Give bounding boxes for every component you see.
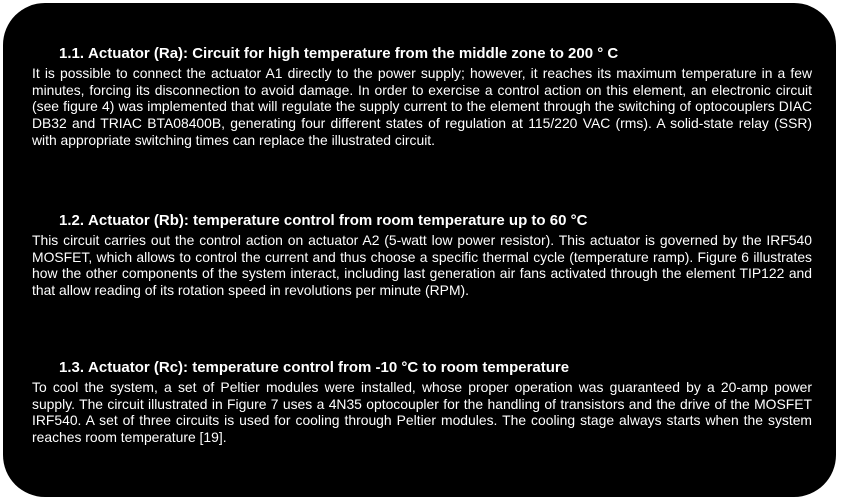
section-number: 1.1.	[59, 45, 85, 62]
section-1-3: 1.3. Actuator (Rc): temperature control f…	[32, 359, 812, 446]
section-heading: 1.3. Actuator (Rc): temperature control f…	[32, 359, 812, 377]
section-title: Actuator (Ra): Circuit for high temperat…	[88, 45, 619, 62]
section-body: It is possible to connect the actuator A…	[32, 65, 812, 148]
text-panel: 1.1. Actuator (Ra): Circuit for high temp…	[3, 3, 836, 497]
section-number: 1.3.	[59, 359, 85, 376]
section-heading: 1.2. Actuator (Rb): temperature control f…	[32, 212, 812, 230]
section-body: To cool the system, a set of Peltier mod…	[32, 379, 812, 446]
section-title: Actuator (Rb): temperature control from …	[88, 212, 588, 229]
section-heading: 1.1. Actuator (Ra): Circuit for high temp…	[32, 45, 812, 63]
section-1-1: 1.1. Actuator (Ra): Circuit for high temp…	[32, 45, 812, 149]
section-body: This circuit carries out the control act…	[32, 232, 812, 299]
section-1-2: 1.2. Actuator (Rb): temperature control f…	[32, 212, 812, 299]
section-title: Actuator (Rc): temperature control from …	[88, 359, 570, 376]
section-number: 1.2.	[59, 212, 85, 229]
